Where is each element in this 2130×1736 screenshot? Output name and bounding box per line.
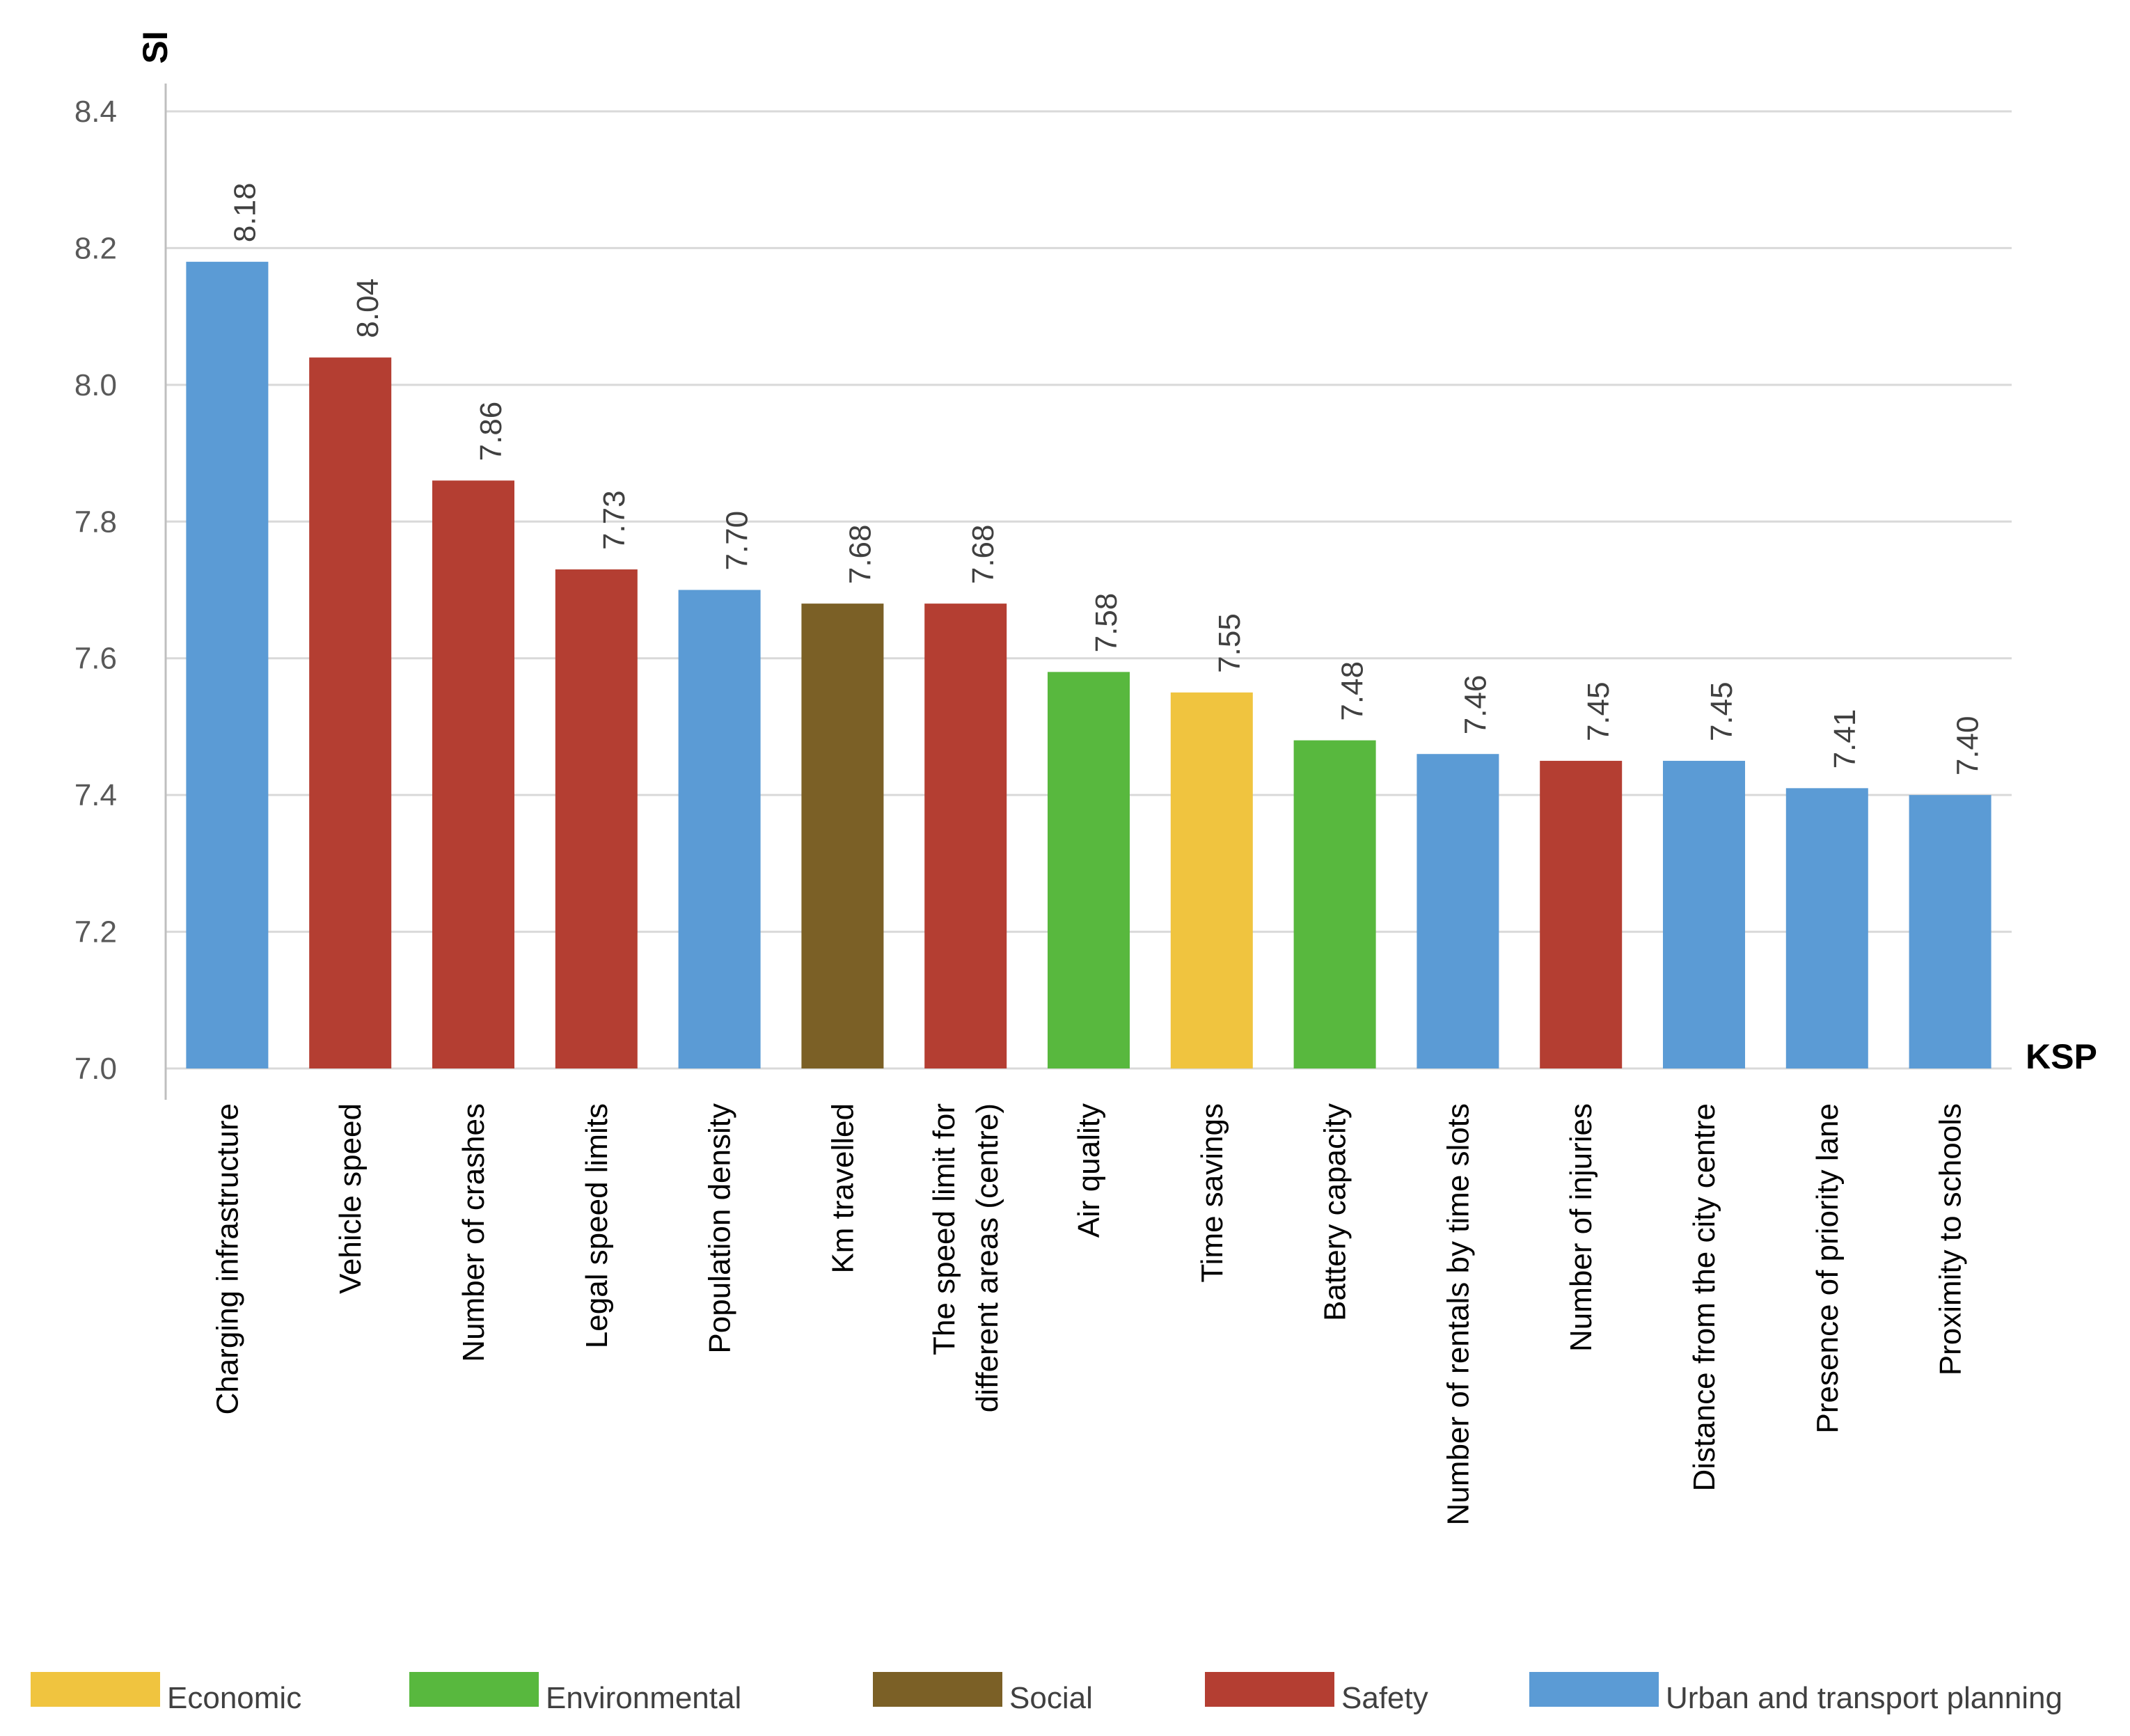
bar-value-label: 7.73	[597, 490, 631, 550]
legend-label: Environmental	[546, 1681, 741, 1715]
bar-value-label: 7.68	[966, 525, 1000, 585]
bar	[1048, 672, 1130, 1068]
y-tick-label: 8.2	[74, 231, 117, 265]
bars	[186, 262, 1991, 1069]
y-tick-label: 7.2	[74, 915, 117, 949]
bar-value-label: 7.68	[843, 525, 877, 585]
y-tick-label: 8.4	[74, 95, 117, 129]
x-category-label: Population density	[703, 1103, 737, 1354]
bar	[432, 480, 514, 1068]
x-category-label: Number of rentals by time slots	[1441, 1103, 1475, 1525]
bar-value-label: 7.40	[1951, 716, 1985, 776]
bar-value-label: 7.70	[720, 511, 755, 571]
x-category-label: Legal speed limits	[580, 1103, 614, 1348]
bar	[678, 590, 761, 1068]
x-category-label: Km travelled	[826, 1103, 860, 1274]
bar-value-label: 7.86	[474, 402, 508, 461]
x-category-label: Distance from the city centre	[1687, 1103, 1721, 1492]
bar-value-label: 7.55	[1213, 613, 1247, 673]
x-category-label: Proximity to schools	[1934, 1103, 1968, 1375]
x-category-label: The speed limit for	[927, 1103, 961, 1355]
legend-swatch	[1205, 1672, 1334, 1707]
value-labels: 8.18 8.04 7.86 7.73 7.70 7.68 7.68 7.58 7.55 7.48…	[228, 182, 1985, 775]
legend-swatch	[1529, 1672, 1659, 1707]
bar	[1170, 692, 1253, 1068]
bar-value-label: 7.45	[1581, 681, 1616, 741]
bar	[1293, 740, 1376, 1068]
x-category-label: Battery capacity	[1318, 1103, 1352, 1321]
axes: 7.0 7.2 7.4 7.6 7.8 8.0 8.2 8.4	[74, 84, 167, 1100]
bar	[555, 569, 638, 1068]
bar	[924, 603, 1007, 1068]
x-category-label: Time savings	[1195, 1103, 1229, 1283]
x-category-label: Charging infrastructure	[210, 1103, 244, 1415]
legend: Economic Environmental Social Safety Urban a…	[31, 1672, 2062, 1715]
bar	[1417, 754, 1499, 1068]
legend-label: Economic	[167, 1681, 301, 1715]
legend-swatch	[409, 1672, 539, 1707]
legend-label: Social	[1009, 1681, 1093, 1715]
bar	[1909, 795, 1991, 1068]
legend-label: Safety	[1341, 1681, 1428, 1715]
bar	[309, 357, 392, 1068]
bar	[1540, 761, 1623, 1068]
bar-value-label: 7.48	[1336, 661, 1370, 721]
x-category-label: Number of injuries	[1564, 1103, 1598, 1352]
bar	[1785, 788, 1868, 1068]
x-category-label: Air quality	[1072, 1103, 1106, 1238]
bar-value-label: 7.58	[1089, 593, 1123, 653]
bar-value-label: 7.41	[1828, 709, 1862, 769]
x-category-label: Vehicle speed	[333, 1103, 368, 1294]
y-tick-label: 7.8	[74, 505, 117, 539]
x-category-label: different areas (centre)	[970, 1103, 1004, 1412]
y-axis-title: SI	[136, 31, 175, 63]
bar-value-label: 8.18	[228, 182, 262, 242]
x-axis-title: KSP	[2026, 1037, 2097, 1076]
bar-value-label: 7.46	[1458, 675, 1492, 735]
bar	[1663, 761, 1745, 1068]
y-tick-label: 8.0	[74, 368, 117, 402]
bar-value-label: 7.45	[1705, 681, 1739, 741]
bar	[186, 262, 269, 1069]
category-labels: Charging infrastructure Vehicle speed Numb…	[210, 1103, 1967, 1525]
y-tick-label: 7.4	[74, 778, 117, 812]
x-category-label: Number of crashes	[457, 1103, 491, 1362]
x-category-label: Presence of priority lane	[1810, 1103, 1845, 1433]
bar-value-label: 8.04	[351, 278, 385, 338]
y-tick-label: 7.6	[74, 642, 117, 676]
legend-swatch	[31, 1672, 160, 1707]
bar	[801, 603, 884, 1068]
legend-swatch	[873, 1672, 1002, 1707]
legend-label: Urban and transport planning	[1666, 1681, 2062, 1715]
y-tick-label: 7.0	[74, 1052, 117, 1086]
